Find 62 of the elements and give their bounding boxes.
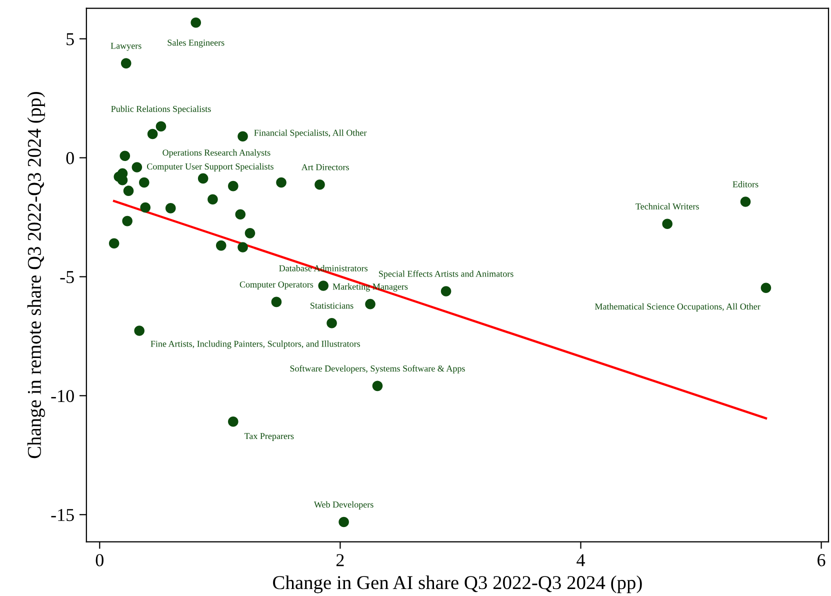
point — [132, 162, 142, 172]
point — [140, 202, 151, 213]
annotation: Technical Writers — [636, 203, 699, 210]
point — [120, 150, 130, 162]
x-axis-title: Change in Gen AI share Q3 2022-Q3 2024 (pp) — [273, 576, 642, 594]
y-axis-title: Change in remote share Q3 2022-Q3 2024 (pp) — [27, 92, 45, 458]
point — [208, 194, 218, 205]
annotation: Special Effects Artists and Animators — [379, 270, 514, 279]
point — [139, 177, 150, 188]
point — [198, 173, 208, 184]
x-tick-label: 4 — [576, 554, 585, 566]
point — [244, 228, 256, 238]
x-tick-label: 2 — [336, 554, 344, 566]
point — [235, 209, 246, 220]
annotation: Lawyers — [110, 42, 142, 51]
y-tick-label: -5 — [60, 271, 74, 284]
annotation: Tax Preparers — [244, 433, 294, 441]
point — [740, 196, 751, 207]
point — [238, 242, 248, 252]
point — [440, 286, 452, 296]
annotation: Editors — [732, 181, 758, 188]
point — [326, 318, 337, 328]
point — [156, 121, 166, 132]
point — [314, 179, 325, 190]
point — [238, 131, 248, 142]
annotation: Software Developers, Systems Software & Apps — [290, 365, 465, 374]
point — [228, 416, 238, 427]
point — [165, 203, 176, 214]
point — [190, 17, 202, 28]
x-tick-label: 0 — [96, 554, 104, 566]
point — [147, 128, 158, 140]
point — [271, 296, 282, 308]
annotation: Operations Research Analysts — [162, 149, 270, 158]
point — [120, 58, 132, 68]
annotation: Mathematical Science Occupations, All Other — [594, 303, 760, 312]
point — [662, 218, 672, 230]
annotation: Fine Artists, Including Painters, Sculptors, and Illustrators — [150, 340, 360, 349]
point — [216, 240, 226, 251]
annotation: Art Directors — [301, 164, 349, 170]
y-tick-label: -10 — [51, 390, 74, 402]
point — [108, 238, 120, 249]
point — [134, 326, 144, 336]
point — [372, 380, 383, 392]
annotation: Statisticians — [310, 302, 354, 309]
annotation: Web Developers — [314, 501, 374, 510]
point — [123, 186, 134, 196]
y-tick-label: 5 — [66, 33, 74, 46]
annotation: Sales Engineers — [168, 39, 224, 48]
y-tick-label: 0 — [66, 152, 74, 164]
annotation: Computer User Support Specialists — [147, 163, 274, 172]
point — [365, 298, 376, 310]
annotation: Computer Operators — [240, 281, 314, 290]
point — [122, 216, 132, 226]
point — [228, 180, 238, 192]
annotation: Public Relations Specialists — [111, 106, 211, 114]
point — [338, 516, 349, 528]
x-tick-label: 6 — [818, 554, 826, 566]
point — [276, 177, 286, 188]
point — [318, 280, 329, 291]
annotation: Financial Specialists, All Other — [254, 129, 367, 138]
y-tick-label: -15 — [51, 508, 74, 522]
point — [760, 282, 772, 294]
